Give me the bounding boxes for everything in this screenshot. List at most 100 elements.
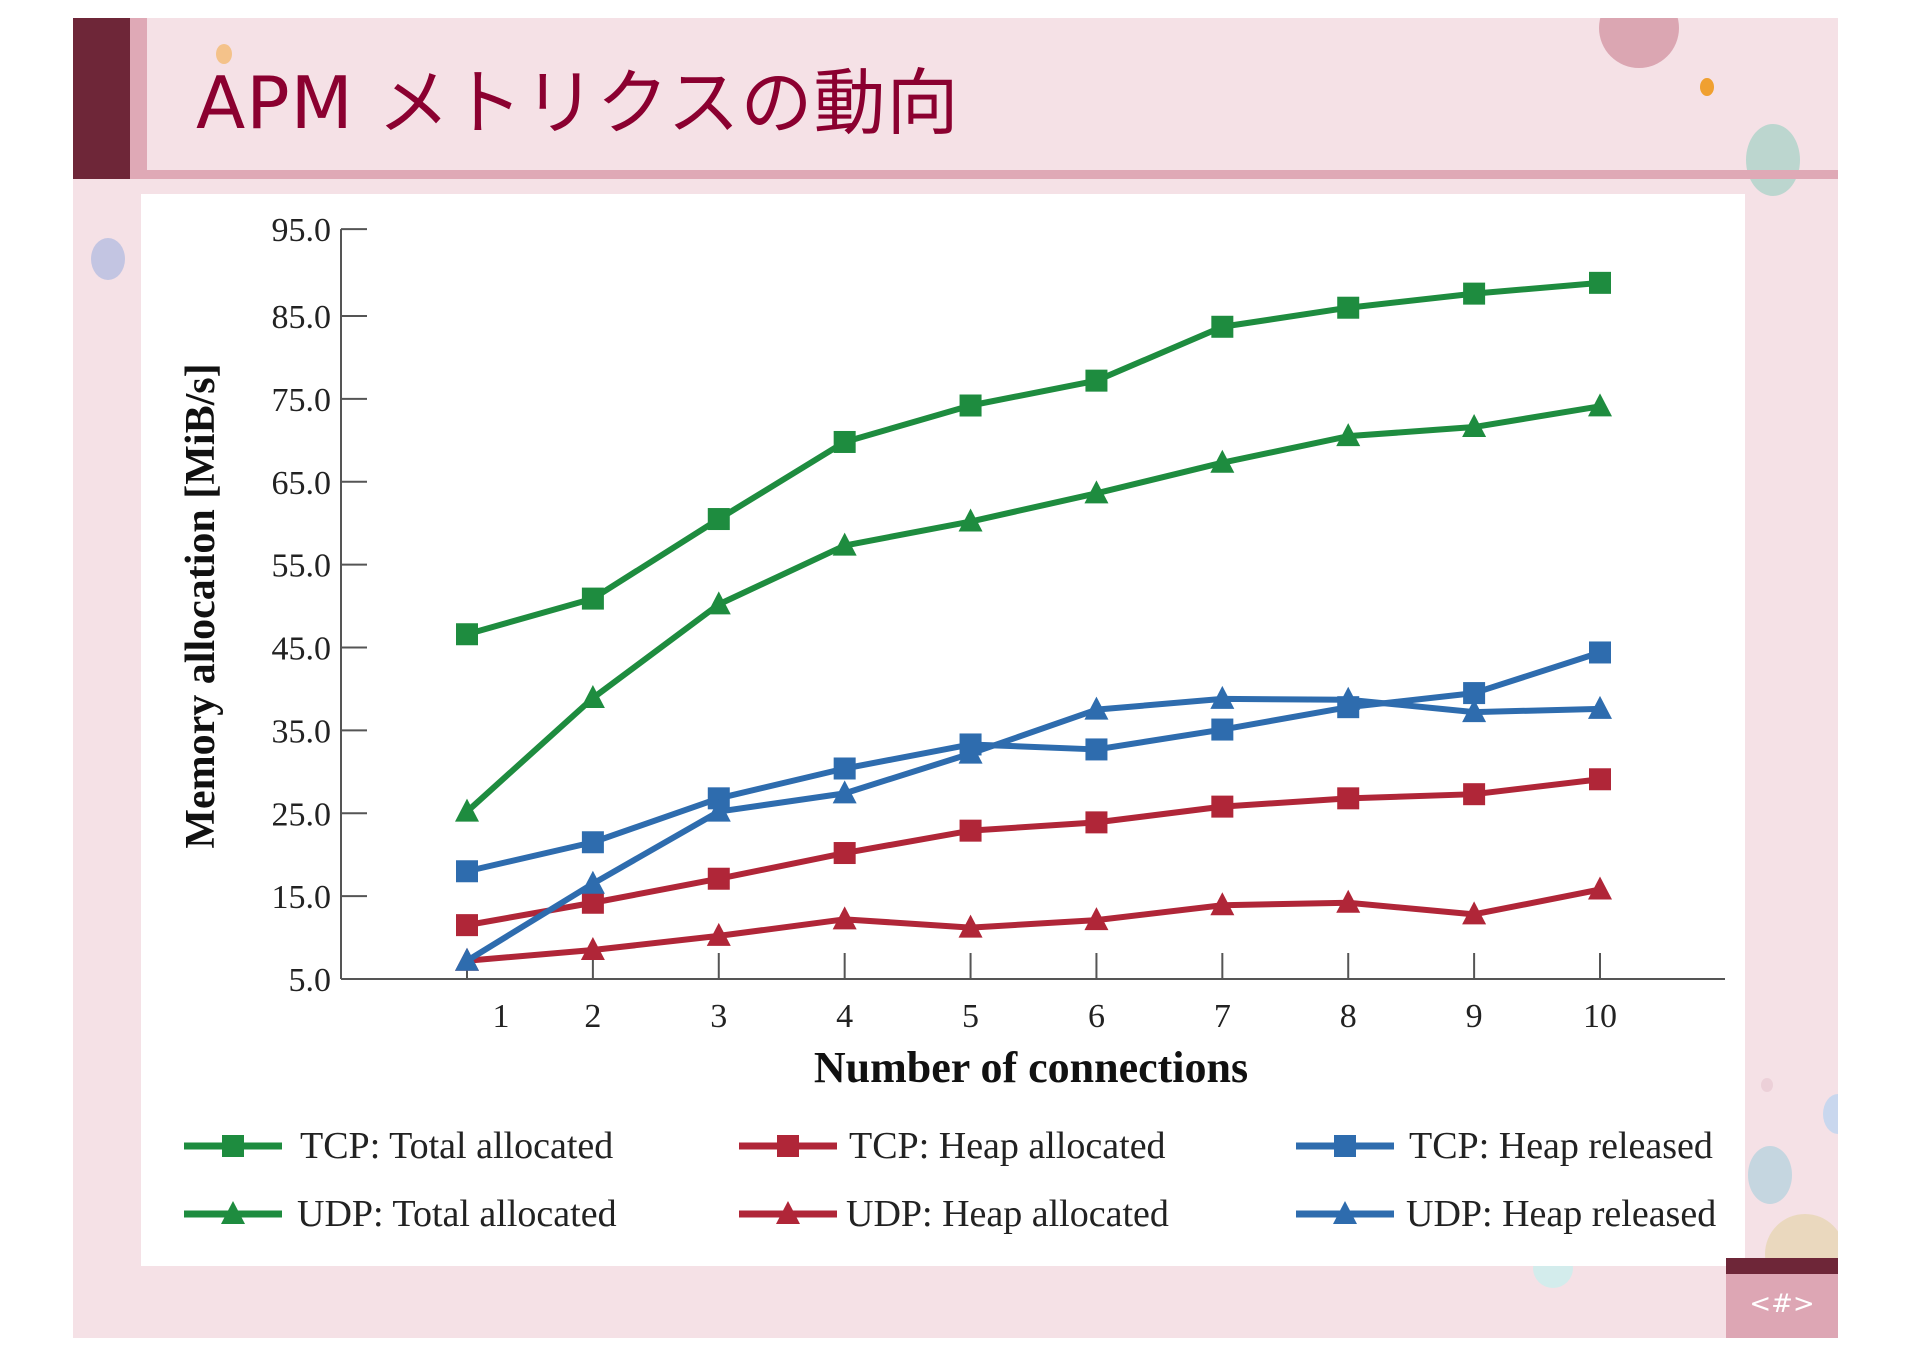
decor-circle <box>1599 18 1679 68</box>
header-accent-stripe <box>130 18 147 179</box>
data-point <box>1085 369 1108 392</box>
data-point <box>707 867 730 890</box>
y-tick-label: 65.0 <box>272 465 332 502</box>
data-point <box>456 623 478 646</box>
data-point <box>833 842 856 865</box>
legend-marker <box>776 1201 800 1224</box>
x-tick-label: 4 <box>836 998 853 1035</box>
x-tick-label: 9 <box>1466 998 1483 1035</box>
data-point <box>833 430 856 453</box>
data-point <box>1463 282 1486 305</box>
y-tick-label: 85.0 <box>272 299 332 336</box>
header-accent-bar <box>73 18 130 179</box>
decor-circle <box>1700 78 1714 96</box>
slide-title: APM メトリクスの動向 <box>196 61 960 145</box>
legend-label: TCP: Total allocated <box>300 1125 613 1167</box>
data-point <box>832 532 857 556</box>
y-tick-label: 75.0 <box>272 382 332 419</box>
slide: APM メトリクスの動向 5.0 15.0 25.0 35.0 45.0 55.0 65.0… <box>73 18 1838 1338</box>
series-line <box>464 403 1601 814</box>
legend-label: TCP: Heap allocated <box>849 1125 1166 1167</box>
data-point <box>1463 682 1486 705</box>
data-point <box>1336 423 1361 447</box>
data-point <box>706 798 731 822</box>
x-tick-label: 8 <box>1340 998 1357 1035</box>
data-point <box>1085 738 1108 761</box>
legend-marker <box>777 1135 799 1157</box>
data-point <box>1084 907 1109 931</box>
x-tick-label: 3 <box>710 998 727 1035</box>
y-tick-label: 45.0 <box>272 631 332 668</box>
data-point <box>1336 889 1361 913</box>
decor-circle <box>1761 1078 1773 1092</box>
data-point <box>1211 315 1234 338</box>
decor-circle <box>91 238 125 280</box>
data-point <box>581 587 604 610</box>
data-point <box>1211 795 1234 818</box>
data-point <box>580 936 605 960</box>
data-point <box>1336 686 1361 710</box>
y-tick-label: 15.0 <box>272 879 332 916</box>
x-tick-label: 2 <box>584 998 601 1035</box>
y-tick-label: 35.0 <box>272 713 332 750</box>
data-point <box>581 831 604 854</box>
x-tick-label: 10 <box>1583 998 1617 1035</box>
data-point <box>832 780 857 804</box>
data-point <box>455 947 479 971</box>
legend-label: UDP: Heap released <box>1406 1193 1716 1235</box>
data-point <box>833 757 856 780</box>
page-number: <#> <box>1726 1274 1838 1338</box>
data-point <box>456 860 478 883</box>
data-point <box>1463 783 1486 806</box>
data-point <box>832 906 857 930</box>
data-point <box>1589 768 1611 791</box>
decor-circle <box>1748 1146 1792 1204</box>
legend-marker <box>222 1135 244 1157</box>
data-point <box>1462 699 1487 723</box>
data-point <box>1084 480 1109 504</box>
data-point <box>1085 811 1108 834</box>
series-line <box>466 279 1601 638</box>
data-point <box>958 508 983 532</box>
series-line <box>465 695 1601 964</box>
header-underline <box>130 170 1838 179</box>
data-point <box>1589 641 1611 664</box>
data-point <box>580 685 605 709</box>
data-point <box>959 819 982 842</box>
data-point <box>707 508 730 531</box>
data-point <box>1210 892 1235 916</box>
data-point <box>1462 414 1487 438</box>
data-point <box>1462 901 1487 925</box>
x-axis-title: Number of connections <box>814 1043 1248 1092</box>
data-point <box>1337 787 1360 810</box>
data-point <box>580 870 605 894</box>
data-point <box>707 787 730 810</box>
x-tick-label: 6 <box>1088 998 1105 1035</box>
legend-marker <box>1334 1135 1356 1157</box>
series-line <box>466 886 1601 964</box>
data-point <box>958 740 983 764</box>
data-point <box>456 914 478 937</box>
data-point <box>1588 393 1612 417</box>
legend-label: UDP: Total allocated <box>297 1193 617 1235</box>
legend-label: TCP: Heap released <box>1409 1125 1713 1167</box>
data-point <box>1588 695 1612 719</box>
footer-accent-bar <box>1726 1258 1838 1274</box>
legend-marker <box>221 1201 245 1224</box>
x-tick-label: 1 <box>493 998 510 1035</box>
data-point <box>1588 876 1612 900</box>
x-tick-label: 7 <box>1214 998 1231 1035</box>
line-chart: 5.0 15.0 25.0 35.0 45.0 55.0 65.0 75.0 85.0 95.0 1… <box>178 212 1725 1235</box>
data-point <box>1211 718 1234 741</box>
y-axis-title: Memory allocation [MiB/s] <box>178 363 224 848</box>
x-tick-label: 5 <box>962 998 979 1035</box>
series-line <box>466 776 1601 929</box>
data-point <box>706 591 731 615</box>
data-point <box>1589 271 1611 294</box>
decor-circle <box>1746 124 1800 196</box>
legend-label: UDP: Heap allocated <box>846 1193 1169 1235</box>
y-tick-label: 25.0 <box>272 796 332 833</box>
data-point <box>1337 296 1360 319</box>
data-point <box>959 394 982 417</box>
chart-image: 5.0 15.0 25.0 35.0 45.0 55.0 65.0 75.0 85.0 95.0 1… <box>141 194 1745 1266</box>
